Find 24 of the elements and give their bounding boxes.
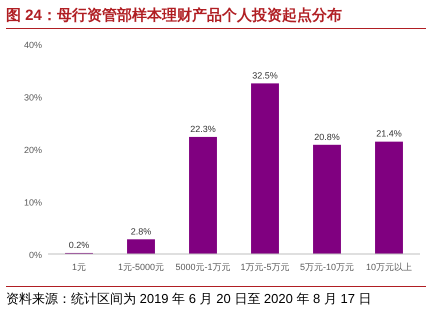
y-tick-label: 20% (24, 145, 42, 155)
bar (127, 239, 155, 254)
data-label: 2.8% (130, 226, 152, 236)
x-tick-label: 5000元-1万元 (175, 262, 231, 272)
bar (251, 83, 279, 254)
bar (189, 136, 217, 254)
data-label: 20.8% (314, 132, 340, 142)
x-tick-label: 1万元-5万元 (240, 262, 290, 272)
y-tick-label: 0% (28, 250, 42, 260)
x-tick-label: 1元 (72, 262, 86, 272)
y-tick-label: 30% (24, 92, 42, 102)
y-tick-label: 10% (24, 198, 42, 208)
y-tick-label: 40% (24, 40, 42, 50)
bar (313, 144, 341, 254)
data-label: 21.4% (376, 128, 402, 139)
x-tick-label: 1元-5000元 (118, 262, 164, 272)
x-tick-label: 10万元以上 (366, 262, 412, 272)
data-label: 0.2% (68, 240, 90, 250)
data-label: 32.5% (252, 70, 278, 80)
bar (375, 142, 403, 254)
data-label: 22.3% (190, 124, 216, 134)
chart-title: 图 24：母行资管部样本理财产品个人投资起点分布 (6, 6, 426, 29)
text: 资料来源：统计区间为 2019 年 6 月 20 日至 2020 年 8 月 17 日 (6, 286, 426, 308)
x-tick-label: 5万元-10万元 (300, 262, 354, 272)
